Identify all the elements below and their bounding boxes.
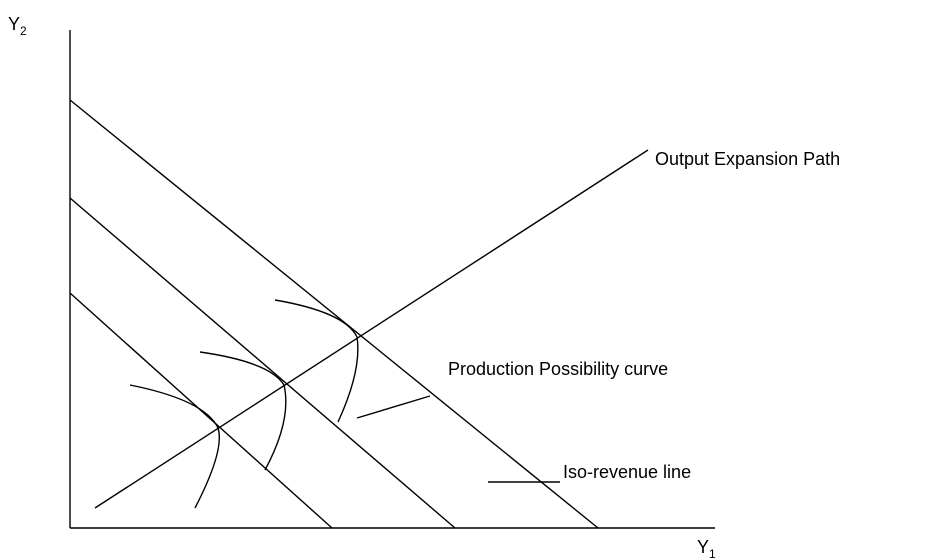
iso-revenue-line: [69, 197, 456, 529]
ppc-curve: [199, 351, 287, 471]
x-axis-label-main: Y: [697, 537, 709, 557]
iso-revenue-line: [69, 99, 599, 529]
expansion-path-label: Output Expansion Path: [655, 149, 840, 169]
x-axis-label-sub: 1: [709, 547, 716, 560]
iso-revenue-label: Iso-revenue line: [563, 462, 691, 482]
expansion-path: [94, 149, 649, 509]
ppc-label: Production Possibility curve: [448, 359, 668, 379]
y-axis-label: Y2: [8, 14, 27, 38]
x-axis-label: Y1: [697, 537, 716, 560]
y-axis-label-main: Y: [8, 14, 20, 34]
ppc-curve: [129, 384, 221, 509]
y-axis-label-sub: 2: [20, 24, 27, 38]
ppc-curve: [274, 299, 359, 423]
ppc-pointer: [356, 395, 431, 419]
